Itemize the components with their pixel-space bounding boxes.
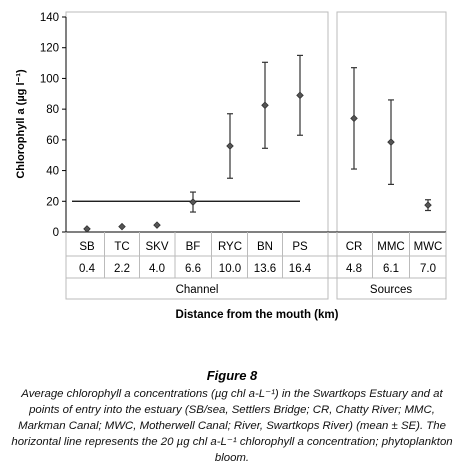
category-label: BN — [257, 241, 273, 253]
category-label: TC — [114, 241, 129, 253]
data-point-marker — [153, 221, 161, 229]
category-label: SKV — [145, 241, 168, 253]
sources-panel-frame — [336, 11, 447, 300]
distance-label: 7.0 — [420, 263, 436, 275]
y-axis-label: Chlorophyll a (µg l⁻¹) — [15, 69, 27, 179]
distance-label: 13.6 — [254, 263, 276, 275]
data-point-marker — [350, 114, 358, 123]
data-point-marker — [118, 222, 126, 231]
channel-panel-label: Channel — [176, 284, 219, 296]
data-point-marker — [261, 101, 269, 110]
data-point-marker — [189, 198, 197, 206]
category-label: RYC — [218, 241, 242, 253]
y-tick-label: 140 — [40, 12, 59, 24]
category-label: PS — [292, 241, 308, 253]
distance-label: 2.2 — [114, 263, 130, 275]
distance-label: 4.8 — [346, 263, 362, 275]
data-point-marker — [296, 91, 304, 100]
figure-caption: Average chlorophyll a concentrations (µg… — [11, 388, 453, 464]
distance-label: 6.6 — [185, 263, 201, 275]
y-tick-label: 60 — [46, 135, 59, 147]
data-point-marker — [83, 225, 91, 233]
x-axis-label: Distance from the mouth (km) — [176, 309, 339, 321]
distance-label: 4.0 — [149, 263, 165, 275]
distance-label: 16.4 — [289, 263, 312, 275]
category-label: CR — [346, 241, 363, 253]
chlorophyll-chart: 0 20 40 60 80 100 120 140 Chlorophyll a (µg l⁻¹… — [15, 11, 447, 321]
data-points — [83, 54, 432, 233]
data-point-marker — [387, 138, 395, 146]
distance-label: 0.4 — [79, 263, 96, 275]
category-table: SB 0.4 TC 2.2 SKV 4.0 BF 6.6 RYC 10.0 BN 13.6 PS 16.4… — [65, 232, 447, 278]
data-point-marker — [226, 142, 234, 150]
y-tick-label: 20 — [46, 196, 59, 208]
y-tick-label: 80 — [46, 104, 59, 116]
distance-label: 10.0 — [219, 263, 241, 275]
category-label: MWC — [414, 241, 443, 253]
category-label: SB — [79, 241, 95, 253]
distance-label: 6.1 — [383, 263, 399, 275]
y-axis-ticks: 0 20 40 60 80 100 120 140 — [40, 12, 66, 239]
y-tick-label: 120 — [40, 43, 59, 55]
category-label: MMC — [377, 241, 404, 253]
data-point-marker — [424, 201, 432, 209]
figure-title: Figure 8 — [206, 368, 258, 383]
y-tick-label: 100 — [40, 73, 59, 85]
sources-panel-label: Sources — [370, 284, 412, 296]
category-label: BF — [186, 241, 201, 253]
y-tick-label: 0 — [53, 227, 59, 239]
y-tick-label: 40 — [46, 166, 59, 178]
